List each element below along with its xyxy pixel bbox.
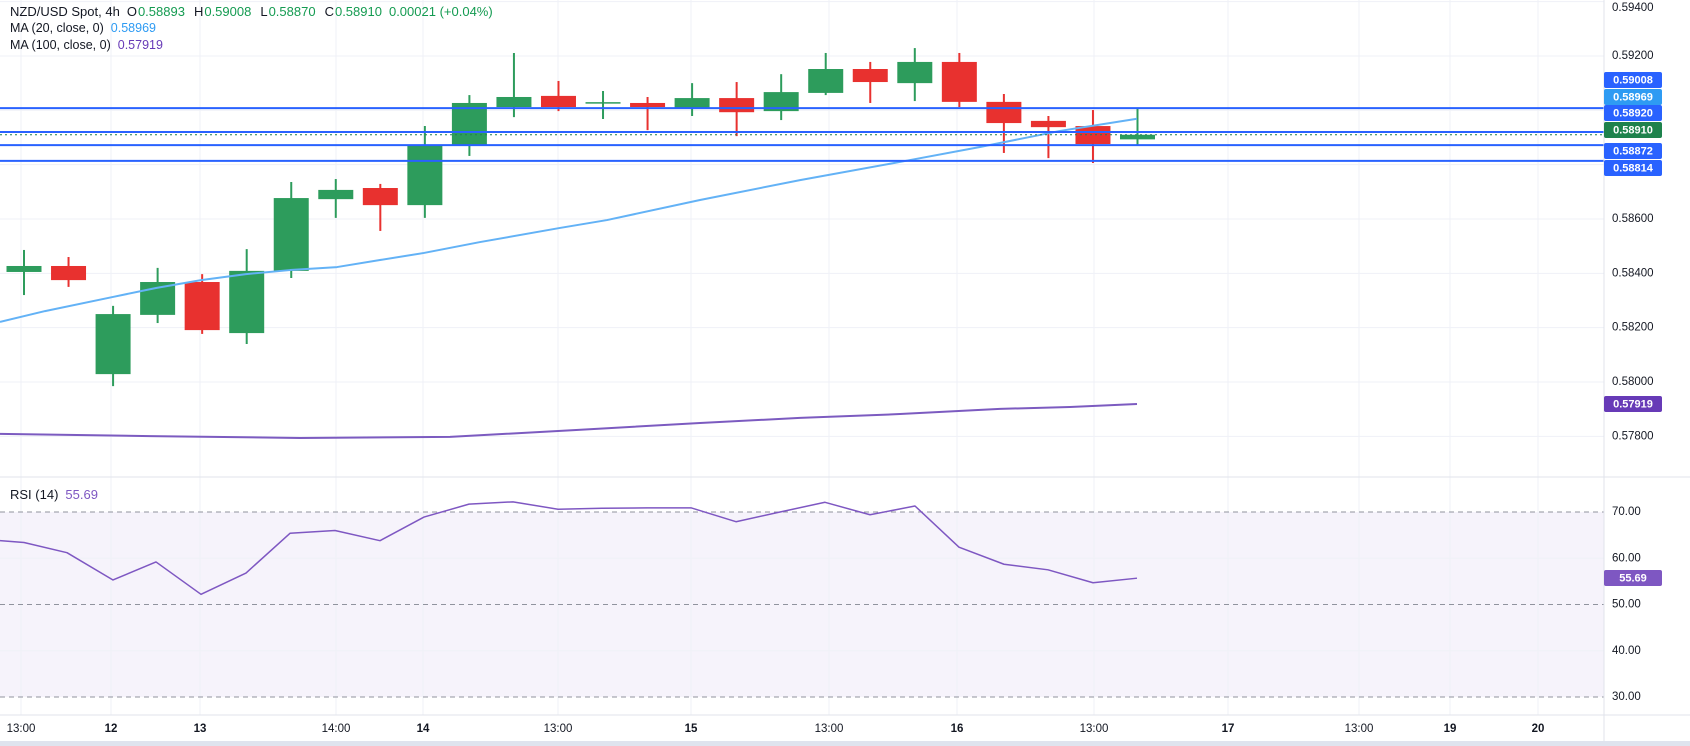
price-badge-text: 0.58969 <box>1613 91 1653 103</box>
candle-body-up[interactable] <box>451 102 487 146</box>
time-axis-label[interactable]: 17 <box>1222 723 1235 735</box>
candle-body-up[interactable] <box>318 189 354 200</box>
candle-body-down[interactable] <box>184 282 220 331</box>
price-badge <box>1604 89 1662 105</box>
price-badge-text: 0.58814 <box>1613 162 1654 174</box>
price-badge-text: 0.58910 <box>1613 124 1653 136</box>
candle-body-down[interactable] <box>630 102 666 108</box>
price-badge <box>1604 105 1662 121</box>
price-badge <box>1604 396 1662 412</box>
ma100-value: 0.57919 <box>117 38 163 52</box>
bottom-strip <box>0 741 1690 746</box>
candle-body-up[interactable] <box>273 198 309 271</box>
rsi-axis-label[interactable]: 70.00 <box>1612 506 1641 518</box>
ma100-line <box>0 403 1138 439</box>
candle-body-down[interactable] <box>540 95 576 108</box>
low-label: L <box>260 4 268 19</box>
price-badge <box>1604 143 1662 159</box>
candle-body-down[interactable] <box>852 69 888 83</box>
ma20-legend-row[interactable]: MA (20, close, 0) 0.58969 <box>10 20 493 37</box>
candle-body-up[interactable] <box>897 61 933 84</box>
time-axis-label[interactable]: 14 <box>417 723 430 735</box>
candle-body-down[interactable] <box>941 61 977 102</box>
change-value: 0.00021 (+0.04%) <box>388 4 493 19</box>
time-axis-label[interactable]: 13:00 <box>7 723 36 735</box>
candle-body-up[interactable] <box>95 314 131 375</box>
symbol-title[interactable]: NZD/USD Spot, 4h <box>10 4 120 19</box>
time-axis-label[interactable]: 14:00 <box>322 723 351 735</box>
rsi-legend[interactable]: RSI (14) 55.69 <box>10 486 98 503</box>
candle-body-up[interactable] <box>229 270 265 334</box>
ma100-legend-row[interactable]: MA (100, close, 0) 0.57919 <box>10 37 493 54</box>
rsi-axis-label[interactable]: 60.00 <box>1612 552 1641 564</box>
candle-body-up[interactable] <box>6 265 42 272</box>
candle-body-up[interactable] <box>585 102 621 104</box>
price-badge-text: 0.58920 <box>1613 107 1653 119</box>
price-badge <box>1604 72 1662 88</box>
ma20-line <box>0 117 1138 323</box>
open-label: O <box>126 4 137 19</box>
ma100-label: MA (100, close, 0) <box>10 38 111 52</box>
high-label: H <box>193 4 204 19</box>
candle-body-up[interactable] <box>1120 134 1155 140</box>
price-axis-label[interactable]: 0.58000 <box>1612 376 1654 388</box>
time-axis-label[interactable]: 13:00 <box>815 723 844 735</box>
price-axis-label[interactable]: 0.58400 <box>1612 267 1654 279</box>
symbol-legend-row[interactable]: NZD/USD Spot, 4h O 0.58893 H 0.59008 L 0.58… <box>10 3 493 20</box>
rsi-label: RSI (14) <box>10 487 59 502</box>
close-label: C <box>324 4 334 19</box>
rsi-axis-label[interactable]: 40.00 <box>1612 645 1641 657</box>
rsi-line <box>0 501 1138 596</box>
candle-body-down[interactable] <box>51 265 87 281</box>
rsi-badge <box>1604 570 1662 586</box>
candle-body-up[interactable] <box>808 69 844 93</box>
rsi-value: 55.69 <box>65 487 98 502</box>
candle-body-up[interactable] <box>674 98 710 109</box>
candle-body-up[interactable] <box>763 92 799 112</box>
candle-body-down[interactable] <box>1030 120 1066 128</box>
price-badge-text: 0.57919 <box>1613 398 1653 410</box>
low-value: 0.58870 <box>268 4 316 19</box>
open-value: 0.58893 <box>137 4 185 19</box>
price-badge-text: 0.59008 <box>1613 74 1653 86</box>
time-axis-label[interactable]: 12 <box>105 723 118 735</box>
time-axis-label[interactable]: 19 <box>1444 723 1457 735</box>
main-legend: NZD/USD Spot, 4h O 0.58893 H 0.59008 L 0.58… <box>10 3 493 54</box>
ma20-value: 0.58969 <box>110 21 156 35</box>
candle-body-down[interactable] <box>362 188 398 206</box>
ohlc-values: O 0.58893 H 0.59008 L 0.58870 C 0.58910 <box>127 3 382 20</box>
time-axis-label[interactable]: 13:00 <box>544 723 573 735</box>
candle-body-up[interactable] <box>407 145 443 206</box>
price-axis-label[interactable]: 0.59200 <box>1612 50 1654 62</box>
candle-body-down[interactable] <box>719 98 755 113</box>
time-axis-label[interactable]: 13:00 <box>1345 723 1374 735</box>
time-axis-label[interactable]: 15 <box>685 723 698 735</box>
time-axis-label[interactable]: 16 <box>951 723 964 735</box>
candle-body-up[interactable] <box>496 96 532 108</box>
price-axis-label[interactable]: 0.58600 <box>1612 213 1654 225</box>
price-axis-label[interactable]: 0.59400 <box>1612 2 1654 14</box>
time-axis-label[interactable]: 13:00 <box>1080 723 1109 735</box>
rsi-axis-label[interactable]: 50.00 <box>1612 599 1641 611</box>
rsi-axis-label[interactable]: 30.00 <box>1612 691 1641 703</box>
ma20-label: MA (20, close, 0) <box>10 21 104 35</box>
candle-body-down[interactable] <box>1075 126 1111 144</box>
rsi-badge-text: 55.69 <box>1619 572 1647 584</box>
price-badge <box>1604 122 1662 138</box>
time-axis-label[interactable]: 20 <box>1532 723 1545 735</box>
high-value: 0.59008 <box>204 4 252 19</box>
price-badge <box>1604 160 1662 176</box>
price-axis-label[interactable]: 0.58200 <box>1612 322 1654 334</box>
price-badge-text: 0.58872 <box>1613 145 1653 157</box>
close-value: 0.58910 <box>334 4 382 19</box>
candle-body-down[interactable] <box>986 101 1022 124</box>
time-axis-label[interactable]: 13 <box>194 723 207 735</box>
price-axis-label[interactable]: 0.57800 <box>1612 430 1654 442</box>
